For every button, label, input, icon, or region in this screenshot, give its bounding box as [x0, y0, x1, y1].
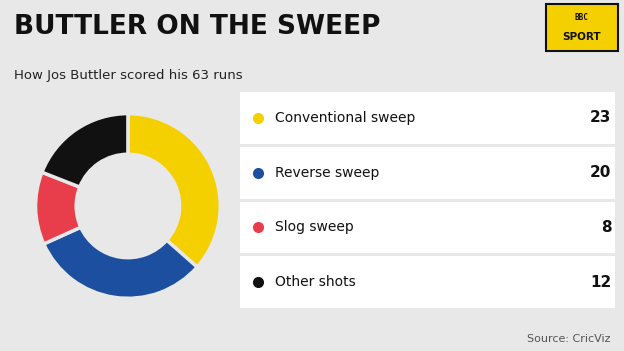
FancyBboxPatch shape	[240, 92, 615, 144]
Text: Reverse sweep: Reverse sweep	[275, 166, 379, 180]
Text: 8: 8	[601, 220, 612, 235]
Text: Other shots: Other shots	[275, 275, 355, 289]
Text: Source: CricViz: Source: CricViz	[527, 334, 610, 344]
Text: BBC: BBC	[575, 13, 589, 22]
Text: Slog sweep: Slog sweep	[275, 220, 353, 234]
Text: Conventional sweep: Conventional sweep	[275, 111, 415, 125]
FancyBboxPatch shape	[240, 147, 615, 199]
Text: How Jos Buttler scored his 63 runs: How Jos Buttler scored his 63 runs	[14, 69, 242, 82]
FancyBboxPatch shape	[546, 5, 618, 51]
Text: 23: 23	[590, 111, 612, 125]
Text: 20: 20	[590, 165, 612, 180]
Wedge shape	[42, 114, 128, 187]
Text: 12: 12	[590, 275, 612, 290]
Text: SPORT: SPORT	[563, 32, 601, 42]
Wedge shape	[44, 227, 197, 298]
Wedge shape	[128, 114, 220, 267]
FancyBboxPatch shape	[240, 201, 615, 253]
Text: BUTTLER ON THE SWEEP: BUTTLER ON THE SWEEP	[14, 14, 380, 40]
Wedge shape	[36, 172, 80, 244]
FancyBboxPatch shape	[240, 256, 615, 308]
